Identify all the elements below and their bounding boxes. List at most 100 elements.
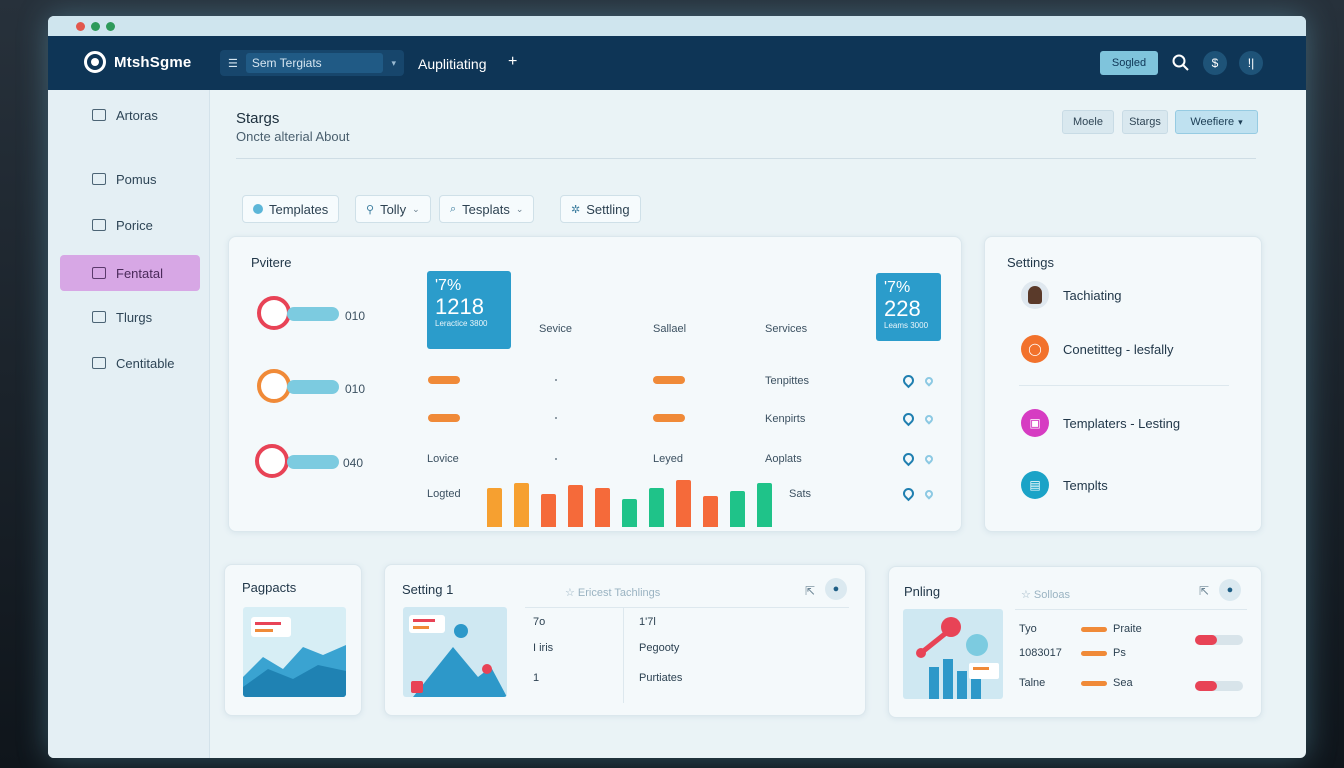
table-cell: 7o bbox=[533, 616, 546, 628]
wave-chart-thumbnail bbox=[243, 607, 346, 697]
search-icon[interactable] bbox=[1172, 54, 1190, 72]
mode-button[interactable]: Moele bbox=[1062, 110, 1114, 134]
chevron-down-icon: ▾ bbox=[1238, 116, 1243, 127]
sidebar-item-centitable[interactable]: Centitable bbox=[60, 345, 200, 381]
user-icon[interactable]: ● bbox=[825, 578, 847, 600]
share-icon[interactable]: ⇱ bbox=[1199, 584, 1210, 598]
chevron-down-icon: ▾ bbox=[391, 57, 396, 68]
progress-ring bbox=[257, 296, 291, 330]
setting-card[interactable]: Setting 1 ☆ Ericest Tachlings ⇱ ● 7o 1'7… bbox=[384, 564, 866, 716]
app-name: MtshSgme bbox=[114, 53, 192, 71]
settings-panel: Settings Tachiating ◯ Conetitteg - lesfa… bbox=[984, 236, 1262, 532]
search-icon: ⌕ bbox=[450, 202, 457, 215]
person-icon: ⚲ bbox=[366, 203, 375, 216]
pnling-card[interactable]: Pnling ☆ Solloas ⇱ ● Tyo Praite 1 bbox=[888, 566, 1262, 718]
row-dot bbox=[555, 458, 557, 460]
row-label: Tyo bbox=[1019, 623, 1037, 635]
row-indicator bbox=[653, 414, 685, 422]
filter-tolly[interactable]: ⚲ Tolly ⌄ bbox=[355, 195, 431, 223]
sidebar-item-pomus[interactable]: Pomus bbox=[60, 161, 200, 197]
ring-value: 010 bbox=[345, 309, 366, 323]
kpi-value: 228 bbox=[884, 296, 921, 321]
settings-divider bbox=[1019, 385, 1229, 386]
card-title: Pnling bbox=[904, 584, 941, 599]
progress-fill bbox=[1195, 635, 1217, 645]
minimize-dot-icon[interactable] bbox=[91, 22, 100, 31]
sidebar-item-fentatal[interactable]: Fentatal bbox=[60, 255, 200, 291]
chart-bar bbox=[514, 483, 529, 527]
progress-bar bbox=[287, 380, 339, 394]
settings-item[interactable]: ▤ Templts bbox=[1021, 471, 1108, 499]
column-header: Sevice bbox=[539, 323, 573, 335]
document-icon bbox=[92, 267, 106, 279]
page-title: Stargs bbox=[236, 110, 280, 127]
row-label: Sats bbox=[789, 488, 812, 500]
compass-icon[interactable] bbox=[900, 450, 917, 467]
sidebar-item-artoras[interactable]: Artoras bbox=[60, 97, 200, 133]
overview-panel: Pvitere 010 010 040 '7% 1218 Leractice 3… bbox=[228, 236, 962, 532]
sidebar-item-porice[interactable]: Porice bbox=[60, 207, 200, 243]
filter-label: Tolly bbox=[380, 201, 407, 217]
sidebar-item-tlurgs[interactable]: Tlurgs bbox=[60, 299, 200, 335]
kpi-card-left[interactable]: '7% 1218 Leractice 3800 bbox=[427, 271, 511, 349]
filter-templates[interactable]: Templates bbox=[242, 195, 340, 223]
target-icon[interactable] bbox=[900, 485, 917, 502]
view-dropdown-button[interactable]: Weefiere ▾ bbox=[1175, 110, 1258, 134]
chart-bar bbox=[622, 499, 637, 527]
table-cell: Pegooty bbox=[639, 642, 680, 654]
image-icon: ▣ bbox=[1021, 409, 1049, 437]
card-title: Setting 1 bbox=[402, 582, 454, 597]
share-icon[interactable]: ⇱ bbox=[805, 584, 816, 598]
table-cell: I iris bbox=[533, 642, 554, 654]
location-icon bbox=[923, 413, 935, 425]
location-icon bbox=[923, 375, 935, 387]
chart-bar bbox=[730, 491, 745, 527]
info-icon[interactable]: !| bbox=[1239, 51, 1263, 75]
table-divider bbox=[623, 607, 624, 703]
billing-icon[interactable]: $ bbox=[1203, 51, 1227, 75]
filter-settling[interactable]: ✲ Settling bbox=[560, 195, 641, 223]
signed-button[interactable]: Sogled bbox=[1100, 51, 1158, 75]
column-header: Services bbox=[765, 323, 808, 335]
progress-ring bbox=[257, 369, 291, 403]
ring-value: 010 bbox=[345, 382, 366, 396]
row-indicator bbox=[1081, 681, 1107, 686]
template-select-value: Sem Tergiats bbox=[245, 53, 384, 73]
shield-icon bbox=[253, 204, 263, 214]
chart-bar bbox=[568, 485, 583, 527]
header-divider bbox=[236, 158, 1256, 159]
avatar bbox=[1021, 281, 1049, 309]
tag-icon bbox=[92, 311, 106, 323]
sidebar-item-label: Tlurgs bbox=[116, 309, 153, 325]
nav-link[interactable]: Auplitiating bbox=[418, 56, 487, 72]
app-logo[interactable]: MtshSgme bbox=[84, 51, 191, 73]
filter-tesplats[interactable]: ⌕ Tesplats ⌄ bbox=[439, 195, 535, 223]
user-icon[interactable]: ● bbox=[1219, 579, 1241, 601]
grid-icon bbox=[92, 173, 106, 185]
close-dot-icon[interactable] bbox=[76, 22, 85, 31]
location-icon[interactable] bbox=[900, 372, 917, 389]
settings-item[interactable]: ▣ Templaters - Lesting bbox=[1021, 409, 1180, 437]
settings-item[interactable]: ◯ Conetitteg - lesfally bbox=[1021, 335, 1174, 363]
row-label: Kenpirts bbox=[765, 413, 806, 425]
row-indicator bbox=[1081, 627, 1107, 632]
list-icon bbox=[92, 109, 106, 121]
sidebar-item-label: Porice bbox=[116, 217, 153, 233]
pagpacts-card[interactable]: Pagpacts bbox=[224, 564, 362, 716]
sidebar: Artoras Pomus Porice Fentatal Tlurgs Cen… bbox=[48, 90, 210, 758]
overview-title: Pvitere bbox=[251, 255, 292, 270]
location-icon[interactable] bbox=[900, 410, 917, 427]
user-icon: ◯ bbox=[1021, 335, 1049, 363]
filter-label: Settling bbox=[586, 201, 630, 217]
document-icon: ▤ bbox=[1021, 471, 1049, 499]
chart-bar bbox=[595, 488, 610, 527]
settings-item[interactable]: Tachiating bbox=[1021, 281, 1122, 309]
row-label: Aoplats bbox=[765, 453, 802, 465]
kpi-card-right[interactable]: '7% 228 Leams 3000 bbox=[876, 273, 941, 341]
row-label: Logted bbox=[427, 488, 461, 500]
template-select[interactable]: ☰ Sem Tergiats ▾ bbox=[220, 50, 404, 76]
maximize-dot-icon[interactable] bbox=[106, 22, 115, 31]
stargs-button[interactable]: Stargs bbox=[1122, 110, 1168, 134]
add-icon[interactable]: + bbox=[508, 53, 518, 70]
kpi-value: 1218 bbox=[435, 294, 484, 319]
